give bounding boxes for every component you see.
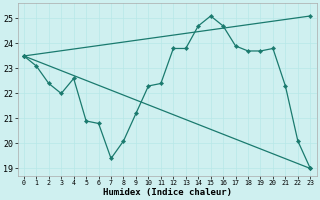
X-axis label: Humidex (Indice chaleur): Humidex (Indice chaleur) (103, 188, 232, 197)
